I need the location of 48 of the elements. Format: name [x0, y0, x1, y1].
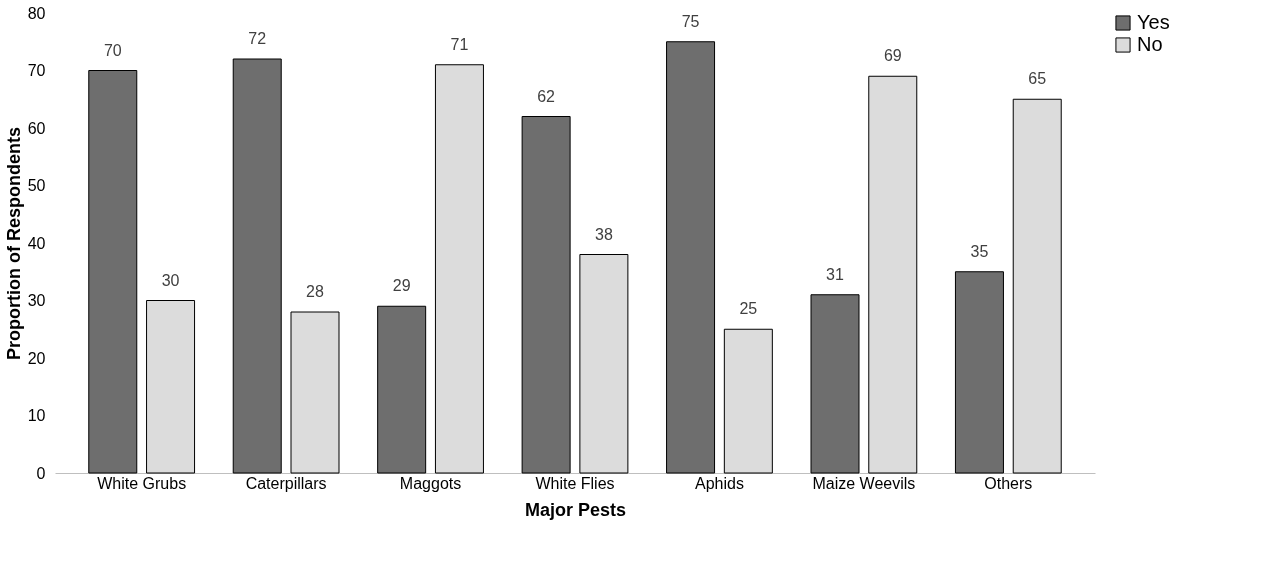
bar — [666, 41, 716, 474]
x-tick-label: Aphids — [694, 474, 744, 492]
y-axis-title: Proportion of Respondents — [3, 127, 24, 360]
data-label: 29 — [392, 277, 411, 295]
y-tick-label: 40 — [27, 234, 46, 252]
x-tick-label: Others — [984, 474, 1033, 492]
y-tick-label: 20 — [27, 349, 46, 367]
bar — [88, 70, 138, 474]
data-label: 31 — [826, 265, 844, 283]
y-tick-label: 60 — [27, 119, 46, 137]
x-tick-label: Maggots — [399, 474, 462, 492]
data-label: 30 — [161, 271, 180, 289]
data-label: 71 — [450, 35, 469, 53]
y-tick-label: 10 — [27, 407, 46, 424]
x-tick-label: Caterpillars — [245, 474, 327, 492]
y-tick-label: 0 — [36, 464, 46, 482]
data-label: 35 — [970, 242, 989, 260]
bar — [290, 311, 340, 474]
data-label: 25 — [739, 300, 758, 318]
data-label: 69 — [883, 47, 902, 65]
y-tick-label: 30 — [27, 292, 46, 309]
bar — [377, 305, 427, 474]
bar — [521, 116, 571, 474]
data-label: 75 — [681, 12, 700, 30]
data-label: 28 — [306, 283, 324, 300]
bar — [232, 58, 282, 474]
bar — [868, 75, 918, 474]
x-tick-label: White Grubs — [97, 474, 187, 492]
y-tick-label: 80 — [27, 4, 46, 22]
data-label: 62 — [537, 87, 556, 105]
y-tick-label: 70 — [27, 62, 46, 79]
bar — [810, 294, 860, 474]
data-label: 70 — [103, 41, 122, 59]
data-label: 72 — [248, 30, 267, 47]
x-axis-title: Major Pests — [524, 499, 627, 520]
bar — [579, 254, 629, 474]
y-tick-label: 50 — [27, 177, 46, 194]
bar — [723, 328, 773, 474]
x-tick-label: White Flies — [535, 474, 615, 492]
legend-label: No — [1137, 33, 1163, 55]
legend-label: Yes — [1137, 11, 1170, 33]
bar — [1012, 98, 1062, 474]
data-label: 65 — [1028, 70, 1047, 88]
bar — [434, 64, 484, 474]
bar — [146, 300, 196, 474]
data-label: 38 — [594, 225, 613, 243]
x-tick-label: Maize Weevils — [812, 474, 916, 492]
bar — [954, 271, 1004, 474]
